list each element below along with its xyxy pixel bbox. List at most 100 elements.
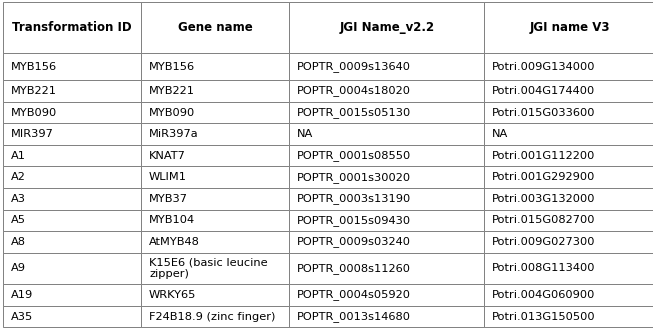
Bar (3, 102, 141, 123)
Text: A9: A9 (11, 264, 26, 273)
Text: POPTR_0003s13190: POPTR_0003s13190 (297, 193, 411, 204)
Bar (289, 145, 485, 166)
Text: MYB090: MYB090 (11, 108, 57, 117)
Text: POPTR_0004s05920: POPTR_0004s05920 (297, 290, 411, 300)
Text: A35: A35 (11, 312, 33, 321)
Bar (485, 102, 653, 123)
Text: A19: A19 (11, 290, 33, 300)
Bar (3, 166, 141, 188)
Bar (141, 166, 289, 188)
Text: Potri.001G112200: Potri.001G112200 (492, 151, 596, 161)
Text: MiR397a: MiR397a (149, 129, 199, 139)
Bar (3, 210, 141, 231)
Bar (289, 166, 485, 188)
Text: Potri.004G174400: Potri.004G174400 (492, 86, 596, 96)
Text: A8: A8 (11, 237, 26, 247)
Text: POPTR_0009s03240: POPTR_0009s03240 (297, 237, 411, 247)
Bar (3, 80, 141, 102)
Text: K15E6 (basic leucine
zipper): K15E6 (basic leucine zipper) (149, 258, 268, 279)
Bar (3, 253, 141, 284)
Text: A3: A3 (11, 194, 26, 204)
Text: F24B18.9 (zinc finger): F24B18.9 (zinc finger) (149, 312, 276, 321)
Text: Potri.009G134000: Potri.009G134000 (492, 62, 596, 72)
Text: Potri.013G150500: Potri.013G150500 (492, 312, 596, 321)
Text: WLIM1: WLIM1 (149, 172, 187, 182)
Bar (485, 284, 653, 306)
Text: MIR397: MIR397 (11, 129, 54, 139)
Bar (141, 188, 289, 210)
Bar (289, 2, 485, 53)
Text: POPTR_0013s14680: POPTR_0013s14680 (297, 311, 411, 322)
Bar (485, 253, 653, 284)
Bar (3, 123, 141, 145)
Bar (289, 102, 485, 123)
Bar (3, 231, 141, 253)
Text: MYB156: MYB156 (11, 62, 57, 72)
Bar (141, 2, 289, 53)
Text: POPTR_0015s05130: POPTR_0015s05130 (297, 107, 411, 118)
Bar (3, 53, 141, 80)
Text: Potri.015G033600: Potri.015G033600 (492, 108, 596, 117)
Text: NA: NA (492, 129, 508, 139)
Text: Transformation ID: Transformation ID (12, 21, 132, 34)
Bar (141, 231, 289, 253)
Bar (3, 188, 141, 210)
Bar (485, 166, 653, 188)
Text: POPTR_0015s09430: POPTR_0015s09430 (297, 215, 411, 226)
Bar (485, 53, 653, 80)
Text: Potri.008G113400: Potri.008G113400 (492, 264, 596, 273)
Text: MYB156: MYB156 (149, 62, 195, 72)
Bar (141, 102, 289, 123)
Bar (289, 284, 485, 306)
Bar (485, 2, 653, 53)
Bar (141, 53, 289, 80)
Text: POPTR_0001s30020: POPTR_0001s30020 (297, 172, 411, 183)
Text: Potri.001G292900: Potri.001G292900 (492, 172, 596, 182)
Bar (485, 80, 653, 102)
Bar (485, 188, 653, 210)
Bar (289, 123, 485, 145)
Text: A1: A1 (11, 151, 26, 161)
Text: Potri.004G060900: Potri.004G060900 (492, 290, 596, 300)
Text: A2: A2 (11, 172, 26, 182)
Bar (485, 231, 653, 253)
Bar (289, 53, 485, 80)
Bar (289, 253, 485, 284)
Bar (485, 123, 653, 145)
Text: AtMYB48: AtMYB48 (149, 237, 200, 247)
Text: MYB104: MYB104 (149, 215, 195, 225)
Text: NA: NA (297, 129, 313, 139)
Bar (289, 306, 485, 327)
Bar (289, 231, 485, 253)
Text: POPTR_0004s18020: POPTR_0004s18020 (297, 86, 411, 96)
Bar (485, 145, 653, 166)
Text: Potri.009G027300: Potri.009G027300 (492, 237, 596, 247)
Bar (141, 284, 289, 306)
Bar (141, 123, 289, 145)
Bar (289, 210, 485, 231)
Bar (141, 253, 289, 284)
Text: MYB221: MYB221 (149, 86, 195, 96)
Text: MYB090: MYB090 (149, 108, 195, 117)
Bar (3, 284, 141, 306)
Bar (141, 80, 289, 102)
Bar (3, 306, 141, 327)
Bar (141, 210, 289, 231)
Text: POPTR_0009s13640: POPTR_0009s13640 (297, 61, 411, 72)
Bar (485, 210, 653, 231)
Text: Gene name: Gene name (178, 21, 253, 34)
Text: MYB37: MYB37 (149, 194, 188, 204)
Text: MYB221: MYB221 (11, 86, 57, 96)
Bar (3, 145, 141, 166)
Text: POPTR_0008s11260: POPTR_0008s11260 (297, 263, 411, 274)
Text: Potri.015G082700: Potri.015G082700 (492, 215, 596, 225)
Text: POPTR_0001s08550: POPTR_0001s08550 (297, 150, 411, 161)
Bar (289, 80, 485, 102)
Text: Potri.003G132000: Potri.003G132000 (492, 194, 596, 204)
Bar (289, 188, 485, 210)
Text: JGI name V3: JGI name V3 (530, 21, 611, 34)
Text: KNAT7: KNAT7 (149, 151, 186, 161)
Bar (3, 2, 141, 53)
Bar (485, 306, 653, 327)
Text: WRKY65: WRKY65 (149, 290, 197, 300)
